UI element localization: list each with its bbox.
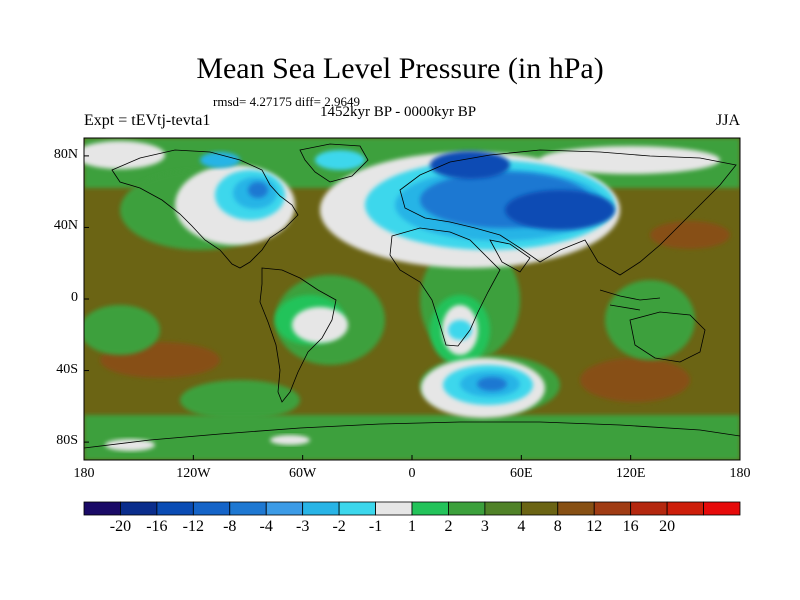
colorbar-swatch (265, 501, 304, 516)
colorbar-label: 1 (408, 518, 416, 535)
low-pressure-cell-central-asia (505, 190, 615, 230)
high-pressure-cell-north-pacific (650, 221, 730, 249)
colorbar-swatch (192, 501, 231, 516)
coastline-indonesia (599, 289, 661, 311)
colorbar-label: -20 (109, 518, 132, 535)
colorbar-label: -4 (259, 518, 273, 535)
colorbar-label: -1 (368, 518, 383, 535)
colorbar-swatch (448, 501, 486, 516)
colorbar-swatch (484, 501, 522, 516)
white-zone-siberia (540, 146, 720, 174)
low-pressure-cell-northern-europe (430, 151, 510, 179)
lon-tick-label: 60E (510, 466, 533, 481)
lat-tick-label: 0 (71, 290, 78, 305)
coastline-south-america (259, 267, 337, 403)
experiment-label: Expt = tEVtj-tevta1 (84, 112, 211, 129)
blue-zone-canada (200, 152, 240, 168)
colorbar-label: 4 (517, 518, 526, 535)
colorbar-label: 2 (444, 518, 453, 535)
coastline-eurasia (399, 149, 737, 276)
low-pressure-cell-north-america (248, 182, 268, 198)
colorbar-swatch (703, 501, 741, 516)
colorbar-label: 8 (553, 518, 562, 535)
coastline-africa (389, 227, 501, 347)
period-text: 1452kyr BP - 0000kyr BP (320, 104, 477, 120)
colorbar-swatch (156, 501, 194, 516)
coastline-antarctica (84, 421, 740, 449)
colorbar-swatch (302, 501, 340, 516)
colorbar-label: -8 (223, 518, 237, 535)
colorbar-label: 20 (659, 518, 676, 535)
colorbar-swatch (83, 501, 121, 516)
colorbar-label: -16 (146, 518, 168, 535)
season-label: JJA (715, 112, 740, 129)
high-pressure-cell-south-indian (580, 358, 690, 402)
colorbar-swatch (630, 501, 668, 516)
lon-tick-label: 60W (289, 466, 317, 481)
cyan-zone-southern-africa (448, 320, 472, 340)
low-pressure-cell-south-atlantic (477, 377, 507, 391)
colorbar-swatch (557, 501, 595, 516)
green-zone-indonesia (605, 280, 695, 360)
colorbar-swatch (229, 501, 267, 516)
lat-tick-label: 40S (56, 361, 78, 377)
axis-ticks (83, 155, 741, 460)
coastline-greenland (299, 143, 369, 183)
lon-tick-label: 180 (729, 466, 751, 481)
colorbar-swatch (666, 501, 704, 516)
colorbar-label: -2 (332, 518, 346, 535)
colorbar-swatch (120, 501, 158, 516)
coastlines (84, 143, 740, 449)
green-zone-south-pacific (180, 380, 300, 420)
coastline-north-america (111, 149, 299, 269)
colorbar (83, 501, 741, 516)
lon-tick-label: 180 (73, 466, 95, 481)
lat-tick-label: 80N (53, 146, 78, 162)
white-zone-antarctic-center (270, 435, 310, 445)
lon-tick-label: 120E (615, 466, 646, 481)
green-band-antarctic (84, 415, 740, 460)
white-zone-alaska (84, 141, 165, 169)
colorbar-swatch (593, 501, 632, 516)
coastline-australia (629, 311, 706, 363)
green-zone-east-pacific (84, 305, 160, 355)
lon-tick-label: 0 (408, 466, 416, 481)
colorbar-label: 3 (480, 518, 489, 535)
pressure-field (84, 138, 740, 460)
lon-tick-label: 120W (176, 466, 211, 481)
lat-tick-label: 40N (53, 218, 78, 234)
stats-text: rmsd= 4.27175 diff= 2.9649 (213, 94, 360, 109)
colorbar-swatch (375, 501, 413, 516)
colorbar-swatch (411, 501, 449, 516)
chart-title: Mean Sea Level Pressure (in hPa) (196, 52, 604, 85)
cyan-zone-greenland (315, 150, 365, 170)
white-zone-antarctic-left (105, 439, 155, 451)
colorbar-label: -3 (295, 518, 310, 535)
lat-tick-label: 80S (56, 433, 78, 449)
coastline-arabia (489, 239, 531, 273)
colorbar-swatch (338, 501, 376, 516)
colorbar-label: -12 (182, 518, 204, 535)
white-zone-south-america (292, 307, 348, 343)
colorbar-swatch (520, 501, 559, 516)
colorbar-label: 16 (622, 518, 639, 535)
colorbar-label: 12 (586, 518, 603, 535)
